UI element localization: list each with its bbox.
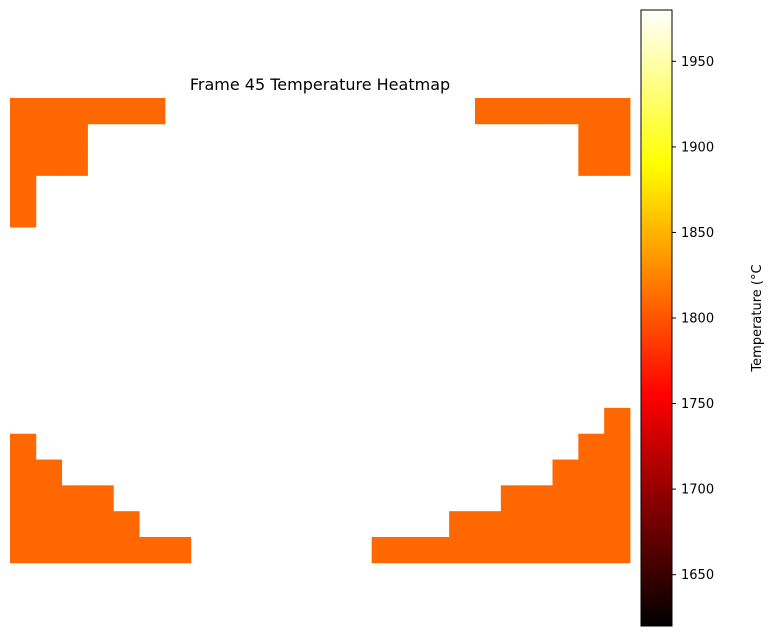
- heatmap-cell: [578, 459, 605, 486]
- chart-title: Frame 45 Temperature Heatmap: [190, 75, 450, 94]
- colorbar-ticks: 1650 1700 1750 1800 1850 1900 1950: [672, 55, 714, 583]
- heatmap-cell: [61, 123, 88, 151]
- heatmap-cell: [578, 149, 605, 176]
- heatmap-cell: [113, 98, 140, 125]
- heatmap-cell: [87, 511, 114, 538]
- heatmap-cell: [10, 175, 37, 202]
- colorbar-tick-label: 1650: [681, 568, 714, 583]
- heatmap-cell: [526, 511, 553, 538]
- colorbar-gradient: [640, 9, 673, 627]
- heatmap-cell: [604, 407, 631, 435]
- heatmap-cell: [449, 537, 476, 564]
- heatmap-cell: [604, 98, 631, 125]
- heatmap-cell: [552, 511, 579, 538]
- heatmap-cell: [604, 149, 631, 176]
- heatmap-cell: [61, 98, 88, 125]
- heatmap-cell: [10, 485, 37, 512]
- colorbar-tick-label: 1700: [681, 483, 714, 498]
- heatmap-cell: [139, 98, 166, 125]
- colorbar-tick-label: 1900: [681, 140, 714, 155]
- heatmap-cell: [423, 537, 450, 564]
- heatmap-cell: [500, 537, 528, 564]
- heatmap-cell: [475, 98, 502, 125]
- heatmap-cell: [10, 537, 37, 564]
- heatmap-cell: [578, 485, 605, 512]
- heatmap-grid: [10, 98, 631, 564]
- heatmap-cell: [552, 98, 579, 125]
- heatmap-cell: [61, 511, 88, 538]
- heatmap-cell: [35, 537, 63, 564]
- heatmap-cell: [87, 537, 114, 564]
- heatmap-cell: [61, 149, 88, 176]
- heatmap-cell: [87, 485, 114, 512]
- heatmap-cell: [35, 485, 63, 512]
- heatmap-cell: [500, 511, 528, 538]
- heatmap-cell: [165, 537, 192, 564]
- heatmap-cell: [61, 537, 88, 564]
- heatmap-cell: [604, 459, 631, 486]
- heatmap-cell: [578, 123, 605, 151]
- heatmap-cell: [10, 201, 37, 228]
- colorbar-tick-label: 1950: [681, 55, 714, 70]
- heatmap-cell: [604, 123, 631, 151]
- heatmap-cell: [61, 485, 88, 512]
- heatmap-cell: [10, 459, 37, 486]
- heatmap-cell: [604, 433, 631, 460]
- heatmap-cell: [552, 459, 579, 486]
- heatmap-cell: [526, 485, 553, 512]
- heatmap-cell: [604, 537, 631, 564]
- colorbar-tick-label: 1800: [681, 312, 714, 327]
- heatmap-cell: [10, 511, 37, 538]
- heatmap-cell: [500, 485, 528, 512]
- colorbar-label: Temperature (°C: [750, 264, 765, 372]
- heatmap-cell: [35, 98, 63, 125]
- heatmap-cell: [578, 537, 605, 564]
- heatmap-cell: [10, 433, 37, 460]
- heatmap-cell: [35, 149, 63, 176]
- heatmap-cell: [604, 485, 631, 512]
- heatmap-cell: [10, 149, 37, 176]
- heatmap-cell: [35, 123, 63, 151]
- heatmap-cell: [500, 98, 528, 125]
- heatmap-cell: [552, 485, 579, 512]
- heatmap-cell: [113, 537, 140, 564]
- heatmap-cell: [604, 511, 631, 538]
- heatmap-cell: [552, 537, 579, 564]
- heatmap-cell: [578, 511, 605, 538]
- heatmap-cell: [10, 98, 37, 125]
- heatmap-cell: [10, 123, 37, 151]
- colorbar: 1650 1700 1750 1800 1850 1900 1950 Temperature…: [640, 9, 765, 627]
- heatmap-cell: [35, 459, 63, 486]
- colorbar-tick-label: 1850: [681, 226, 714, 241]
- heatmap-cell: [113, 511, 140, 538]
- heatmap-cell: [139, 537, 166, 564]
- heatmap-cell: [371, 537, 398, 564]
- heatmap-cell: [35, 511, 63, 538]
- heatmap-cell: [449, 511, 476, 538]
- heatmap-cell: [578, 433, 605, 460]
- colorbar-tick-label: 1750: [681, 397, 714, 412]
- heatmap-cell: [526, 98, 553, 125]
- heatmap-cell: [87, 98, 114, 125]
- heatmap-cell: [475, 537, 502, 564]
- heatmap-cell: [397, 537, 424, 564]
- heatmap-cell: [526, 537, 553, 564]
- heatmap-cell: [578, 98, 605, 125]
- heatmap-cell: [475, 511, 502, 538]
